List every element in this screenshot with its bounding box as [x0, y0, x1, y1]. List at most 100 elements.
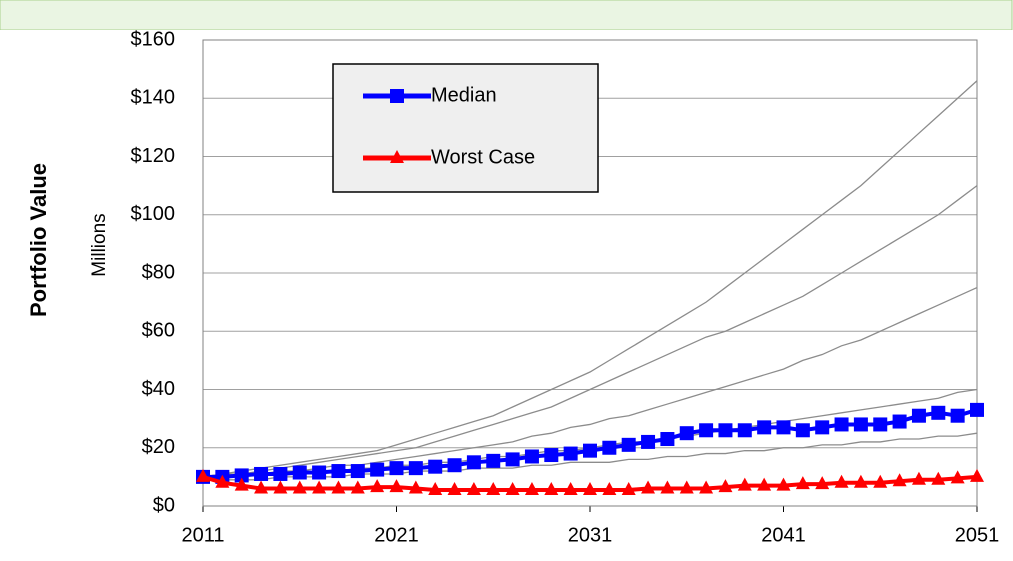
y-axis-title: Portfolio Value	[26, 163, 51, 317]
data-point	[873, 474, 888, 488]
data-point	[776, 477, 791, 491]
data-point	[931, 471, 946, 485]
data-point	[970, 402, 984, 417]
data-point	[737, 423, 752, 438]
data-point	[428, 481, 443, 495]
data-point	[911, 408, 926, 423]
data-point	[776, 420, 791, 435]
data-point	[602, 440, 617, 455]
y-tick-label: $40	[142, 378, 175, 400]
data-point	[505, 481, 520, 495]
data-point	[621, 437, 636, 452]
data-point	[950, 408, 965, 423]
data-point	[544, 481, 559, 495]
x-tick-label: 2051	[955, 524, 1000, 546]
data-point	[641, 480, 656, 494]
data-point	[273, 466, 288, 481]
data-point	[524, 481, 539, 495]
x-tick-label: 2021	[374, 524, 419, 546]
data-point	[815, 476, 830, 490]
data-point	[505, 452, 520, 467]
data-point	[834, 474, 849, 488]
data-point	[679, 480, 694, 494]
data-point	[466, 481, 481, 495]
simulation-line	[202, 185, 978, 478]
data-point	[795, 423, 810, 438]
y-axis-unit: Millions	[89, 213, 110, 276]
x-tick-label: 2031	[568, 524, 613, 546]
data-point	[737, 477, 752, 491]
data-point	[699, 423, 714, 438]
data-point	[718, 423, 733, 438]
data-point	[950, 470, 965, 484]
data-point	[466, 455, 481, 470]
data-point	[408, 461, 423, 476]
data-point	[312, 465, 327, 480]
data-point	[331, 464, 346, 479]
data-point	[970, 468, 984, 482]
data-point	[331, 480, 346, 494]
data-point	[757, 420, 772, 435]
data-point	[911, 471, 926, 485]
data-point	[563, 446, 578, 461]
data-point	[196, 468, 210, 482]
data-point	[699, 480, 714, 494]
data-point	[389, 479, 404, 493]
data-point	[524, 449, 539, 464]
data-point	[215, 474, 230, 488]
data-point	[408, 480, 423, 494]
data-point	[447, 458, 462, 473]
data-point	[350, 480, 365, 494]
y-tick-label: $160	[131, 28, 176, 50]
data-point	[563, 481, 578, 495]
data-point	[428, 459, 443, 474]
data-point	[292, 480, 307, 494]
data-point	[853, 474, 868, 488]
data-point	[718, 479, 733, 493]
data-point	[254, 466, 269, 481]
data-point	[679, 426, 694, 441]
y-tick-label: $60	[142, 320, 175, 342]
y-tick-label: $20	[142, 436, 175, 458]
data-point	[447, 481, 462, 495]
data-point	[234, 477, 249, 491]
data-point	[892, 473, 907, 487]
simulation-line	[202, 80, 978, 478]
plot-frame	[202, 39, 978, 507]
data-point	[660, 480, 675, 494]
data-point	[602, 481, 617, 495]
data-point	[486, 481, 501, 495]
legend-label: Worst Case	[431, 146, 535, 168]
x-tick-label: 2011	[181, 524, 224, 546]
data-point	[892, 414, 907, 429]
header-band	[0, 0, 1013, 31]
data-point	[795, 476, 810, 490]
data-point	[815, 420, 830, 435]
y-tick-label: $0	[153, 494, 175, 516]
y-tick-label: $80	[142, 261, 175, 283]
data-point	[621, 481, 636, 495]
data-point	[292, 465, 307, 480]
data-point	[254, 480, 269, 494]
x-tick-label: 2041	[761, 524, 806, 546]
data-point	[583, 481, 597, 495]
data-point	[234, 468, 249, 483]
data-point	[853, 417, 868, 432]
legend-marker	[390, 150, 404, 163]
data-point	[873, 417, 888, 432]
legend-label: Median	[431, 84, 497, 106]
data-point	[370, 479, 385, 493]
data-point	[312, 480, 327, 494]
data-point	[641, 434, 656, 449]
data-point	[389, 461, 404, 476]
legend-marker	[390, 89, 404, 103]
y-tick-label: $140	[131, 87, 176, 109]
legend-box	[332, 63, 599, 193]
data-point	[834, 417, 849, 432]
data-point	[583, 443, 597, 458]
data-point	[757, 477, 772, 491]
y-tick-label: $120	[131, 145, 176, 167]
data-point	[931, 405, 946, 420]
